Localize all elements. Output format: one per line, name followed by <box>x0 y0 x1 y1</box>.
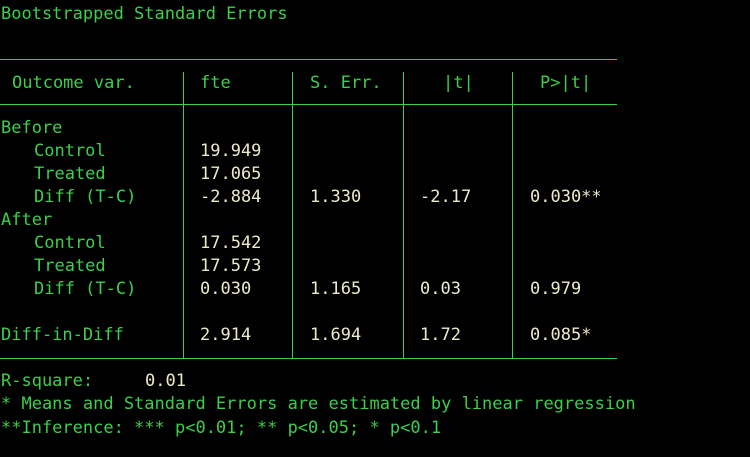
note: * Means and Standard Errors are estimate… <box>1 394 636 414</box>
group-label: Before <box>1 118 63 138</box>
column-header: S. Err. <box>310 73 382 93</box>
title: Bootstrapped Standard Errors <box>1 4 288 24</box>
cell: -2.884 <box>200 187 262 207</box>
cell: 1.330 <box>310 187 362 207</box>
cell: -2.17 <box>420 187 472 207</box>
cell: 0.030** <box>530 187 602 207</box>
cell: 17.542 <box>200 233 262 253</box>
row-label: Treated <box>34 256 106 276</box>
note: **Inference: *** p<0.01; ** p<0.05; * p<… <box>1 418 442 438</box>
column-header: P>|t| <box>540 73 592 93</box>
row-label: Diff-in-Diff <box>1 325 124 345</box>
row-label: Diff (T-C) <box>34 279 137 299</box>
cell: 1.165 <box>310 279 362 299</box>
cell: 0.030 <box>200 279 252 299</box>
cell: 0.03 <box>420 279 461 299</box>
row-label: Control <box>34 233 106 253</box>
cell: 17.573 <box>200 256 262 276</box>
cell: 2.914 <box>200 325 252 345</box>
column-header: |t| <box>443 73 474 93</box>
column-header: Outcome var. <box>12 73 135 93</box>
cell: 0.979 <box>530 279 582 299</box>
cell: 0.085* <box>530 325 592 345</box>
column-rule <box>183 72 184 358</box>
r-square-value: 0.01 <box>145 371 186 391</box>
cell: 1.72 <box>420 325 461 345</box>
r-square-label: R-square: <box>1 371 94 391</box>
rule <box>0 104 617 105</box>
cell: 1.694 <box>310 325 362 345</box>
cell: 17.065 <box>200 164 262 184</box>
cell: 19.949 <box>200 141 262 161</box>
rule <box>0 358 617 359</box>
column-rule <box>403 72 404 358</box>
column-header: fte <box>200 73 231 93</box>
column-rule <box>292 72 293 358</box>
row-label: Diff (T-C) <box>34 187 137 207</box>
row-label: Treated <box>34 164 106 184</box>
row-label: Control <box>34 141 106 161</box>
group-label: After <box>1 210 53 230</box>
rule <box>0 59 617 60</box>
column-rule <box>512 72 513 358</box>
